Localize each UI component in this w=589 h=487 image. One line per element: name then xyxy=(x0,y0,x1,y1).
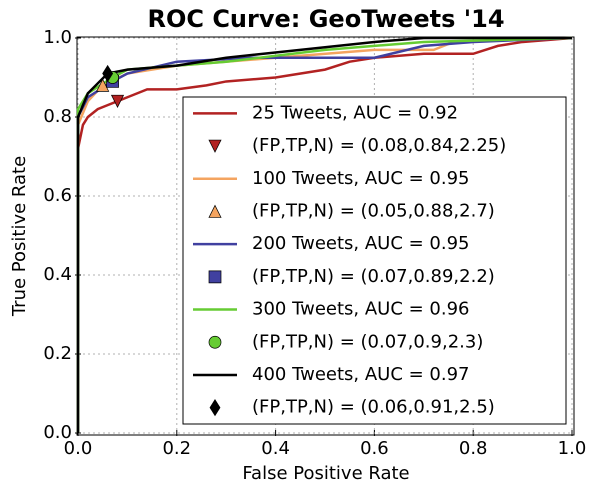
point-marker xyxy=(96,78,110,92)
x-axis-label: False Positive Rate xyxy=(242,463,409,484)
legend-label: (FP,TP,N) = (0.05,0.88,2.7) xyxy=(252,200,495,221)
y-tick-label: 0.6 xyxy=(43,185,72,206)
legend-label: (FP,TP,N) = (0.07,0.9,2.3) xyxy=(252,331,483,352)
x-tick-label: 0.0 xyxy=(64,438,93,459)
legend-label: (FP,TP,N) = (0.06,0.91,2.5) xyxy=(252,397,495,418)
legend-label: 400 Tweets, AUC = 0.97 xyxy=(252,364,470,385)
x-tick-label: 1.0 xyxy=(558,438,587,459)
y-axis-label: True Positive Rate xyxy=(9,156,30,317)
point-marker xyxy=(110,94,125,108)
point-marker xyxy=(208,204,222,218)
legend-label: 300 Tweets, AUC = 0.96 xyxy=(252,299,470,320)
point-marker xyxy=(208,139,222,153)
x-tick-label: 0.2 xyxy=(162,438,191,459)
point-marker xyxy=(208,270,222,284)
x-tick-label: 0.4 xyxy=(261,438,290,459)
roc-line xyxy=(76,36,572,433)
legend-label: 25 Tweets, AUC = 0.92 xyxy=(252,102,458,123)
legend-label: 200 Tweets, AUC = 0.95 xyxy=(252,233,470,254)
y-tick-label: 0.2 xyxy=(43,343,72,364)
y-tick-label: 0.0 xyxy=(43,422,72,443)
point-marker xyxy=(102,64,114,83)
x-tick-label: 0.6 xyxy=(360,438,389,459)
legend-label: (FP,TP,N) = (0.07,0.89,2.2) xyxy=(252,266,495,287)
chart-title: ROC Curve: GeoTweets '14 xyxy=(147,5,504,33)
y-tick-label: 0.8 xyxy=(43,106,72,127)
roc-line xyxy=(76,36,573,433)
legend-box xyxy=(182,96,567,425)
legend-label: 100 Tweets, AUC = 0.95 xyxy=(252,168,470,189)
y-tick-label: 1.0 xyxy=(43,27,72,48)
legend-label: (FP,TP,N) = (0.08,0.84,2.25) xyxy=(252,135,506,156)
x-tick-label: 0.8 xyxy=(459,438,488,459)
point-marker xyxy=(208,335,222,349)
point-marker xyxy=(209,398,221,417)
y-tick-label: 0.4 xyxy=(43,264,72,285)
